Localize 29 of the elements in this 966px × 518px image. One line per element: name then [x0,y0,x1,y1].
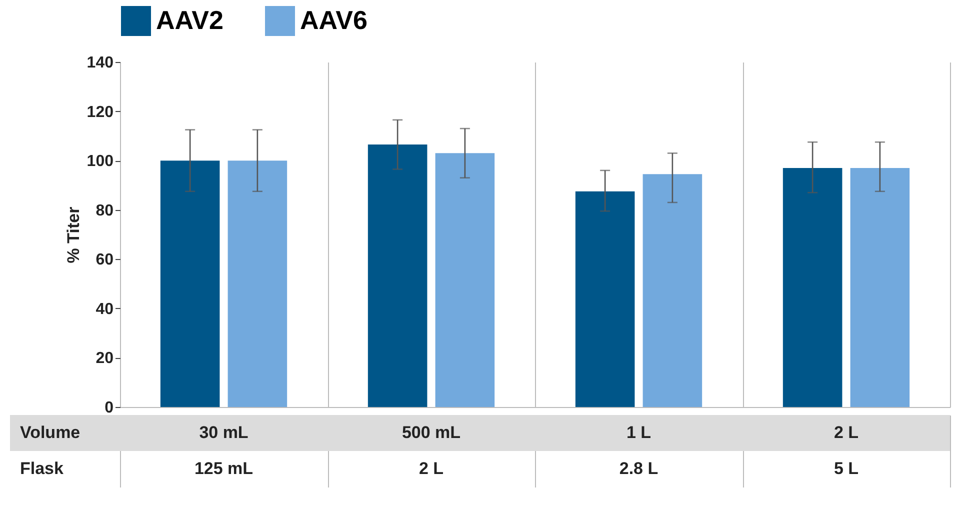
x-tick-label: 30 mL [199,423,248,442]
text: Flask [20,459,64,478]
legend-label: AAV2 [156,5,224,35]
x-tick-label: 1 L [626,423,652,442]
y-tick-label: 0 [104,400,114,416]
bar [368,144,428,407]
bar [228,160,288,407]
bar [642,174,702,407]
y-tick-label: 140 [86,54,114,72]
bar [435,153,495,407]
text: 125 mL [194,459,254,478]
y-tick-label: 20 [96,350,114,368]
bar [575,191,635,407]
y-tick-label: 100 [86,153,114,170]
y-tick-label: 40 [96,300,114,318]
bar [782,168,842,407]
x-axis-title: Volume [20,423,80,442]
y-tick-label: 60 [96,252,114,269]
text: 2.8 L [619,459,658,478]
y-tick-label: 120 [86,104,114,121]
bar [160,160,220,407]
y-tick-label: 80 [96,202,114,220]
legend-label: AAV6 [300,5,368,35]
text: 5 L [834,459,859,478]
y-axis-title: % Titer [64,206,83,264]
x-tick-label: 2 L [834,423,859,442]
text: 2 L [418,459,444,478]
x-tick-label: 500 mL [402,423,461,442]
bar [850,168,910,407]
